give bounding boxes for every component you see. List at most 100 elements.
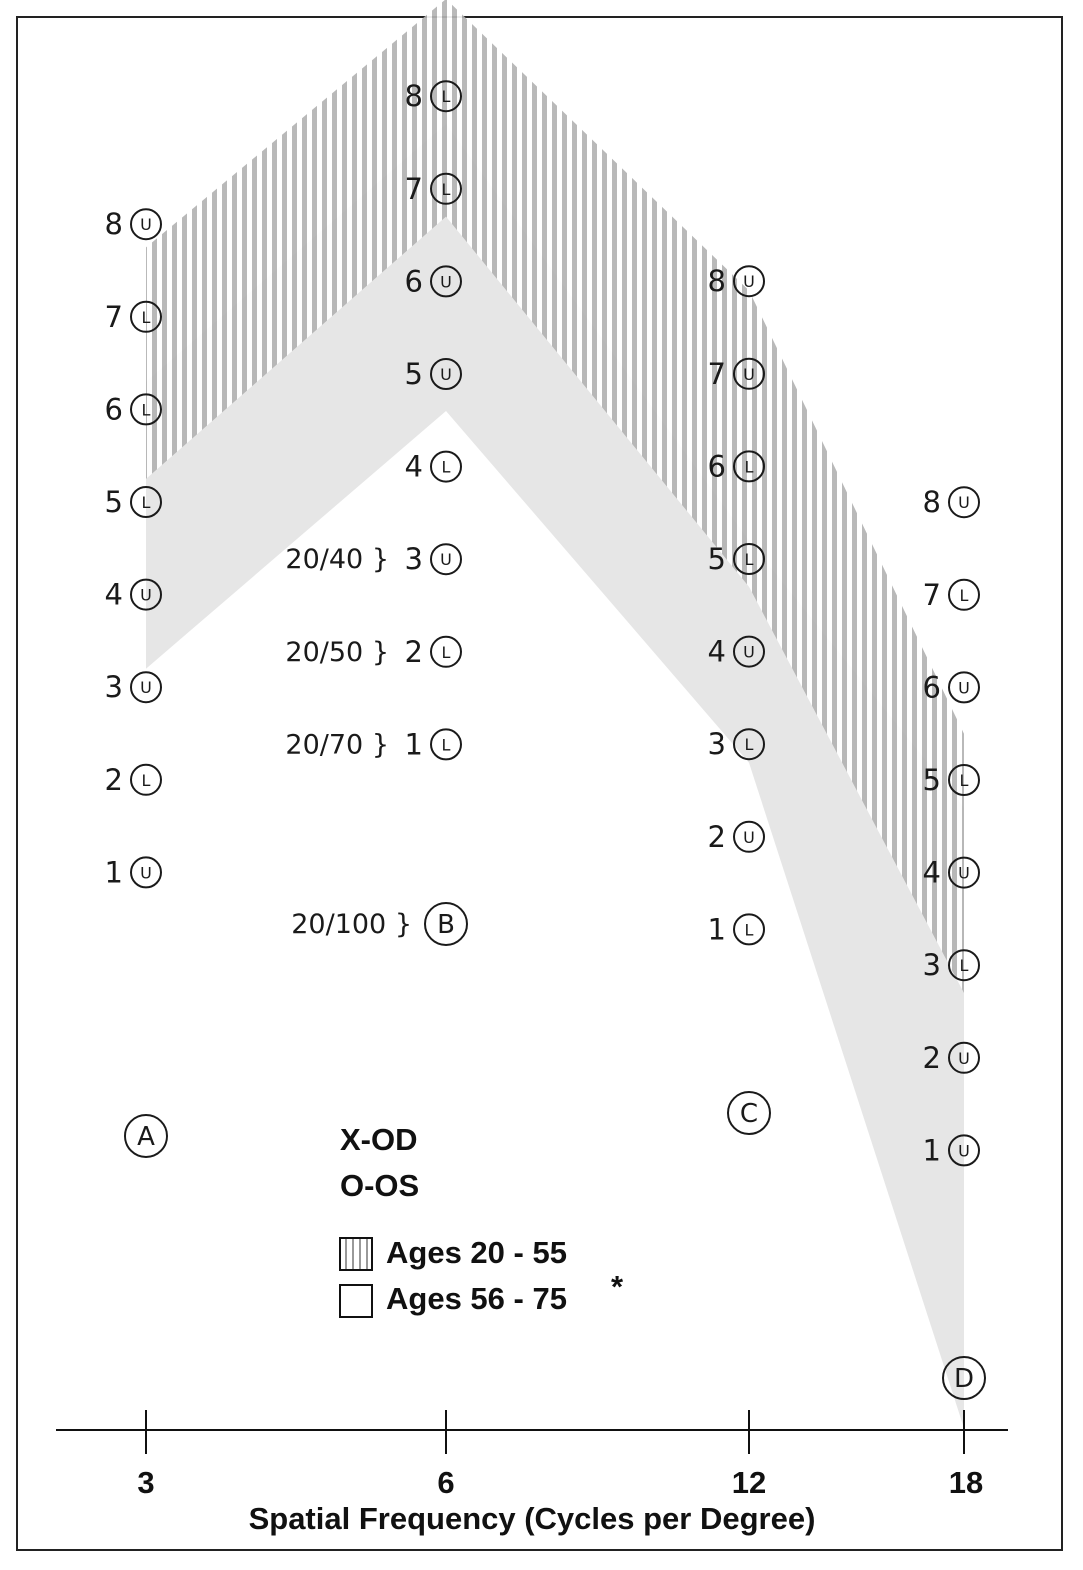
- patch-circle-icon: [430, 265, 462, 298]
- patch-circle-icon: [130, 208, 162, 241]
- patch-circle-icon: [948, 671, 980, 704]
- patch-orientation-label: U: [140, 863, 152, 882]
- patch-circle-icon: [130, 763, 162, 796]
- patch-level-label: 4: [405, 450, 423, 484]
- patch-orientation-label: L: [442, 180, 451, 199]
- x-axis-title: Spatial Frequency (Cycles per Degree): [249, 1501, 816, 1536]
- patch-circle-icon: [948, 949, 980, 982]
- patch-circle-icon: [430, 80, 462, 113]
- patch-orientation-label: U: [743, 365, 755, 384]
- patch-circle-icon: [733, 913, 765, 946]
- patch-level-label: 1: [405, 727, 423, 761]
- patch-orientation-label: L: [142, 308, 151, 327]
- column-letter: B: [437, 910, 455, 940]
- column-letter-circle-icon: [124, 1114, 168, 1158]
- column-letter: D: [954, 1364, 974, 1394]
- x-tick-label: 12: [732, 1465, 766, 1500]
- legend-entry-ages-56-75: Ages 56 - 75: [386, 1281, 567, 1316]
- column-label-A: A: [124, 1114, 168, 1158]
- patch-orientation-label: L: [745, 457, 754, 476]
- patch-circle-icon: [948, 1041, 980, 1074]
- bands-layer: [146, 0, 964, 1429]
- patch-circle-icon: [430, 450, 462, 483]
- patch-circle-icon: [130, 578, 162, 611]
- patch-level-label: 4: [105, 578, 123, 612]
- patch-level-label: 2: [105, 763, 123, 797]
- legend-swatch-solid: [339, 1284, 373, 1318]
- patch-orientation-label: L: [442, 458, 451, 477]
- patch-orientation-label: U: [958, 864, 970, 883]
- patch-level-label: 6: [105, 392, 123, 426]
- patch-level-label: 5: [405, 357, 423, 391]
- patch-orientation-label: L: [745, 920, 754, 939]
- patch-level-label: 6: [405, 264, 423, 298]
- band-ages-20-55: [146, 0, 964, 993]
- patch-orientation-label: L: [442, 87, 451, 106]
- acuity-label: 20/40 }: [285, 544, 389, 575]
- patch-orientation-label: L: [142, 493, 151, 512]
- patch-circle-icon: [733, 820, 765, 853]
- x-axis: 3 6 12 18 Spatial Frequency (Cycles per Degr…: [56, 1410, 1008, 1536]
- patch-orientation-label: U: [743, 828, 755, 847]
- column-label-D: D: [942, 1356, 986, 1400]
- patch-level-label: 1: [923, 1133, 941, 1167]
- patch-level-label: 5: [923, 763, 941, 797]
- patch-circle-icon: [130, 671, 162, 704]
- patch-orientation-label: U: [140, 678, 152, 697]
- patch-level-label: 8: [105, 207, 123, 241]
- patch-orientation-label: L: [745, 735, 754, 754]
- patch-level-label: 1: [105, 855, 123, 889]
- x-tick-label: 6: [437, 1465, 454, 1500]
- patch-level-label: 8: [708, 264, 726, 298]
- patch-level-label: 7: [105, 300, 123, 334]
- patch-circle-icon: [130, 300, 162, 333]
- patch-orientation-label: U: [140, 215, 152, 234]
- patch-orientation-label: L: [442, 735, 451, 754]
- patch-orientation-label: U: [958, 678, 970, 697]
- legend-entry-ages-20-55: Ages 20 - 55: [386, 1235, 567, 1270]
- patch-orientation-label: U: [743, 643, 755, 662]
- columns-layer: 1 U2 L3 U4 U5 L6 L7 L8 UA1 L2 L3 U4 L5 U6 U7 L8 LB20/40 …: [105, 79, 986, 1400]
- patch-level-label: 6: [923, 670, 941, 704]
- patch-level-label: 5: [105, 485, 123, 519]
- patch-level-label: 2: [708, 820, 726, 854]
- x-tick-label: 18: [949, 1465, 983, 1500]
- column-letter-circle-icon: [727, 1091, 771, 1135]
- patch-circle-icon: [948, 578, 980, 611]
- patch-level-label: 3: [105, 670, 123, 704]
- patch-orientation-label: U: [140, 586, 152, 605]
- column-letter-circle-icon: [942, 1356, 986, 1400]
- patch-circle-icon: [733, 728, 765, 761]
- patch-circle-icon: [948, 486, 980, 519]
- patch-circle-icon: [733, 635, 765, 668]
- legend-marker-od: X-OD: [340, 1122, 418, 1157]
- acuity-label: 20/100 }: [291, 909, 412, 940]
- patch-orientation-label: U: [743, 272, 755, 291]
- patch-circle-icon: [430, 728, 462, 761]
- x-tick-label: 3: [137, 1465, 154, 1500]
- patch-circle-icon: [130, 486, 162, 518]
